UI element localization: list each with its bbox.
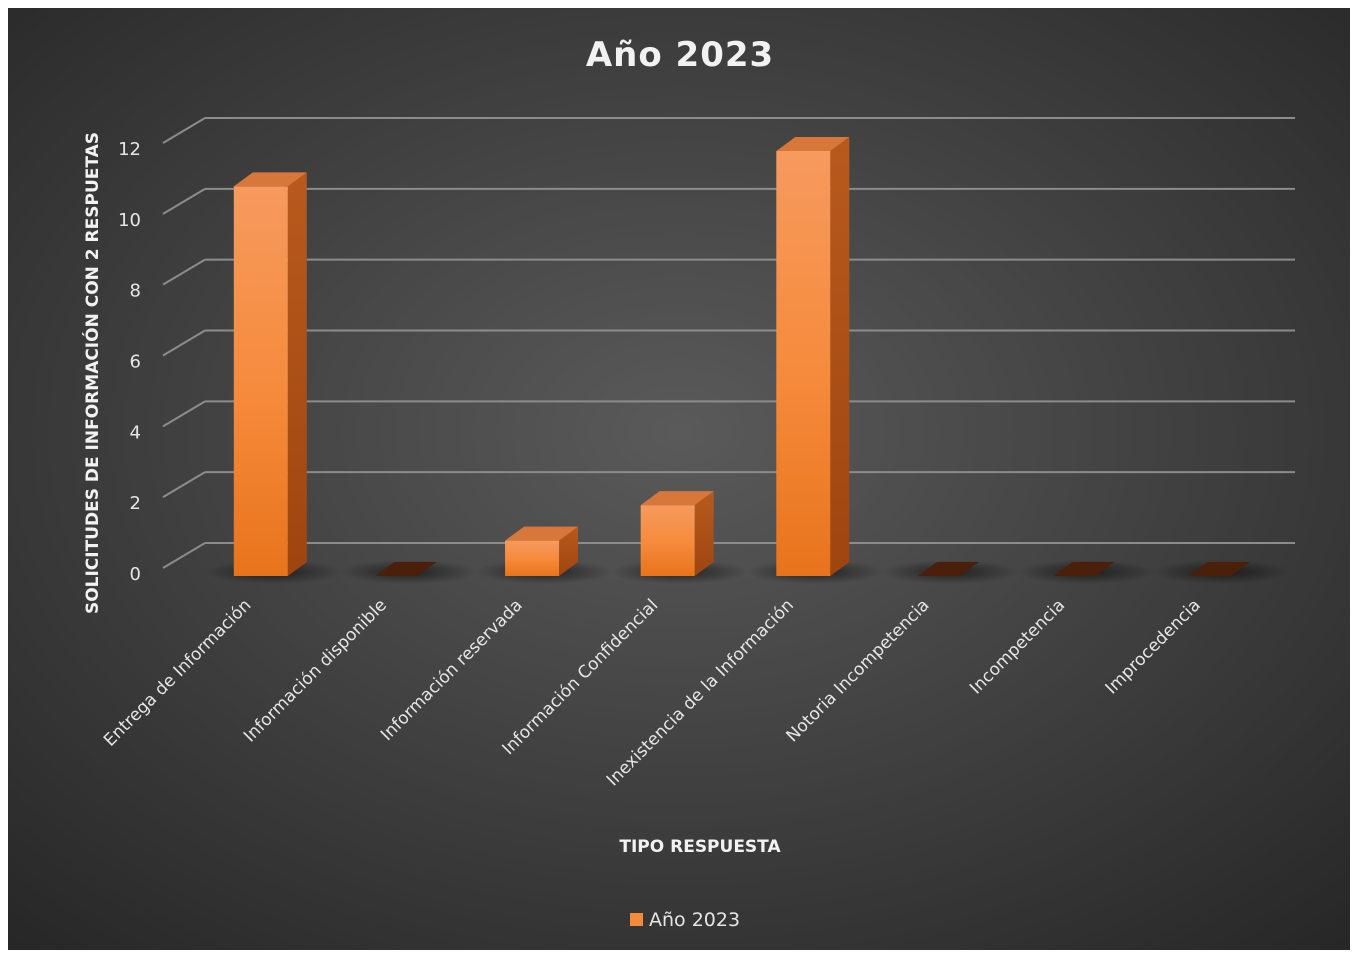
- bar-front: [233, 186, 288, 576]
- bar-front: [640, 505, 695, 576]
- bar: [640, 491, 714, 576]
- bar-zero-cap: [1053, 562, 1115, 576]
- y-tick-label: 0: [130, 564, 141, 585]
- chart-title: Año 2023: [586, 35, 774, 75]
- bar-zero-cap: [375, 562, 437, 576]
- chart-container: Año 2023 0 2 4 6 8 10 12 Entrega de Informació…: [8, 8, 1350, 950]
- y-tick-label: 12: [118, 139, 141, 160]
- gridline-depth: [162, 400, 206, 428]
- bar-side: [830, 137, 850, 576]
- y-tick-label: 10: [118, 210, 141, 231]
- bar-top: [233, 172, 307, 187]
- bar-front: [776, 151, 831, 576]
- bars: [233, 137, 1251, 576]
- bar: [917, 562, 979, 576]
- bar-zero-cap: [917, 562, 979, 576]
- y-axis-title: SOLICITUDES DE INFORMACIÓN CON 2 RESPUET…: [81, 132, 103, 614]
- legend-label: Año 2023: [649, 909, 740, 931]
- bar-side: [694, 491, 714, 576]
- bar: [1053, 562, 1115, 576]
- legend-swatch: [630, 913, 643, 926]
- bar-side: [287, 172, 307, 576]
- y-tick-label: 8: [130, 281, 141, 302]
- bar-side: [559, 526, 579, 576]
- bar-front: [505, 540, 560, 576]
- bar-top: [505, 526, 579, 541]
- legend: Año 2023: [630, 909, 740, 931]
- bar: [233, 172, 307, 576]
- gridlines: [162, 117, 1295, 569]
- chart-background: [8, 8, 1350, 950]
- y-tick-label: 4: [130, 422, 141, 443]
- gridline-depth: [162, 542, 206, 569]
- bar: [1189, 562, 1251, 576]
- y-tick-label: 6: [130, 352, 141, 373]
- bar: [375, 562, 437, 576]
- y-tick-label: 2: [130, 493, 141, 514]
- gridline-depth: [162, 187, 206, 215]
- bar-top: [640, 491, 714, 506]
- y-axis-ticks: 0 2 4 6 8 10 12: [118, 139, 141, 585]
- gridline-depth: [162, 258, 206, 286]
- bar-zero-cap: [1189, 562, 1251, 576]
- gridline-depth: [162, 117, 206, 144]
- bar-top: [776, 137, 850, 151]
- x-axis-title: TIPO RESPUESTA: [619, 837, 781, 857]
- bar: [505, 526, 579, 576]
- bar: [776, 137, 850, 576]
- gridline-depth: [162, 329, 206, 357]
- gridline-depth: [162, 471, 206, 499]
